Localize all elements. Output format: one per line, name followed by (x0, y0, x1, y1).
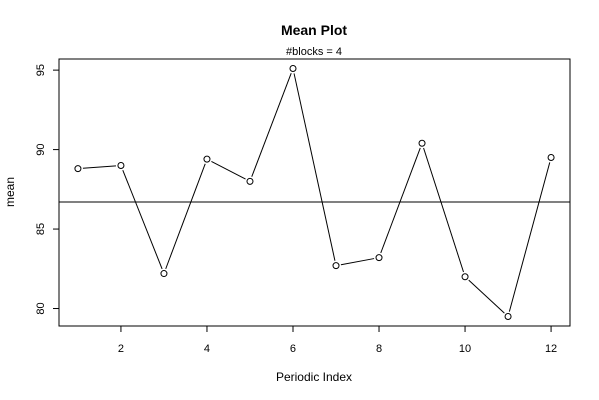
x-axis: 2 4 6 8 10 12 (118, 325, 557, 355)
plot-frame (58, 58, 571, 327)
series-line-segment (468, 279, 505, 314)
x-tick-label: 12 (545, 343, 557, 355)
series-line-segment (293, 73, 336, 261)
series-line-segment (340, 258, 375, 266)
series-line-segment (165, 163, 206, 270)
data-point (117, 161, 125, 169)
x-axis-label: Periodic Index (276, 370, 352, 384)
data-point (332, 262, 340, 270)
x-tick-label: 10 (459, 343, 471, 355)
data-point (74, 165, 82, 173)
x-tick-label: 2 (118, 343, 124, 355)
chart-subtitle: #blocks = 4 (286, 46, 342, 58)
y-tick-label: 85 (35, 223, 47, 235)
series-line-segment (380, 147, 421, 254)
x-tick-label: 8 (376, 343, 382, 355)
series-line-segment (211, 160, 246, 180)
series-line-segment (508, 162, 551, 312)
series-line-segment (251, 73, 292, 177)
series-line-segment (423, 147, 464, 273)
data-point (246, 177, 254, 185)
y-tick-label: 95 (35, 64, 47, 76)
data-point (160, 270, 168, 278)
x-tick-label: 6 (290, 343, 296, 355)
y-tick-label: 90 (35, 143, 47, 155)
data-point (375, 254, 383, 262)
data-point (289, 65, 297, 73)
y-axis: 80 85 90 95 (35, 64, 60, 315)
y-axis-label: mean (3, 177, 17, 207)
chart-title: Mean Plot (281, 22, 347, 38)
y-tick-label: 80 (35, 302, 47, 314)
series-line-segment (122, 169, 163, 270)
series-layer (74, 65, 555, 320)
data-point (461, 273, 469, 281)
data-point (504, 312, 512, 320)
x-tick-label: 4 (204, 343, 210, 355)
series-line-segment (82, 165, 116, 169)
data-point (547, 154, 555, 162)
data-point (203, 155, 211, 163)
data-point (418, 139, 426, 147)
